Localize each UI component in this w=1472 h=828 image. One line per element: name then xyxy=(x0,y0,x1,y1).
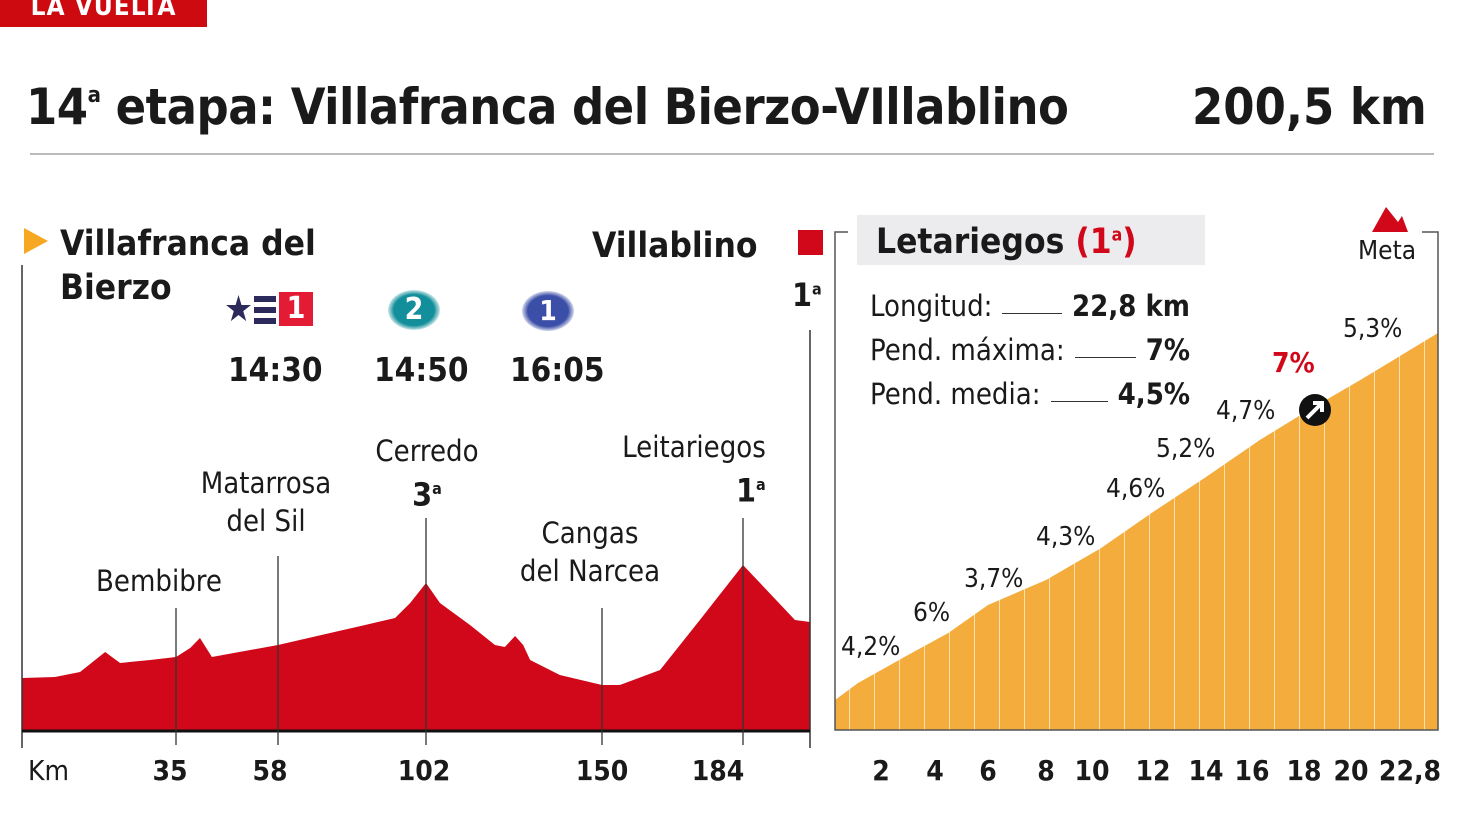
tv-time: 14:50 xyxy=(374,350,469,389)
stage-profile-area xyxy=(22,565,810,730)
place-label: Leitariegos 1a xyxy=(622,430,766,510)
gradient-label: 5,3% xyxy=(1343,314,1403,344)
x-tick-label: 184 xyxy=(691,754,745,787)
climb-x-tick-label: 8 xyxy=(1037,754,1055,787)
climb-profile-area xyxy=(835,333,1438,730)
climb-name: Letariegos (1a) xyxy=(876,222,1137,262)
stat-max: Pend. máxima: 7% xyxy=(870,333,1190,367)
stage-profile-chart xyxy=(21,228,823,748)
tve-2-icon: 2 xyxy=(388,290,440,330)
x-tick-label: 35 xyxy=(152,754,188,787)
gradient-label: 3,7% xyxy=(964,564,1024,594)
climb-x-tick-label: 2 xyxy=(872,754,890,787)
climb-stats: Longitud: 22,8 km Pend. máxima: 7% Pend. m… xyxy=(870,284,1190,416)
stage-distance: 200,5 km xyxy=(1192,78,1427,136)
tv-time: 16:05 xyxy=(510,350,605,389)
gradient-label: 4,2% xyxy=(841,632,901,662)
climb-x-tick-label: 20 xyxy=(1333,754,1369,787)
place-label: Matarrosa del Sil xyxy=(200,466,332,538)
x-tick-label: 58 xyxy=(252,754,288,787)
tve-1-icon: 1 xyxy=(522,291,574,331)
place-label: Cerredo 3a xyxy=(375,434,479,514)
climb-x-tick-label: 12 xyxy=(1135,754,1171,787)
climb-x-tick-label: 18 xyxy=(1286,754,1322,787)
climb-x-tick-label: 6 xyxy=(979,754,997,787)
finish-flag-icon xyxy=(798,230,823,255)
climb-x-tick-label: 22,8 xyxy=(1378,754,1442,787)
start-arrow-icon xyxy=(24,228,48,254)
stat-avg: Pend. media: 4,5% xyxy=(870,377,1190,411)
climb-x-tick-label: 16 xyxy=(1234,754,1270,787)
x-tick-label: 102 xyxy=(397,754,451,787)
x-axis-label: Km xyxy=(28,754,70,787)
max-gradient-label: 7% xyxy=(1272,346,1315,379)
tv-time: 14:30 xyxy=(228,350,323,389)
climb-header xyxy=(857,215,1205,265)
climb-frame xyxy=(834,231,1439,731)
gradient-label: 4,6% xyxy=(1106,474,1166,504)
start-town: Villafranca del Bierzo xyxy=(60,224,316,308)
climb-x-tick-label: 14 xyxy=(1188,754,1224,787)
stat-length: Longitud: 22,8 km xyxy=(870,289,1190,323)
eurosport-1-icon: ★ 1 xyxy=(224,292,314,328)
place-label: Cangas del Narcea xyxy=(519,516,661,588)
page-title: 14a etapa: Villafranca del Bierzo-VIllab… xyxy=(26,78,1069,136)
gradient-label: 4,3% xyxy=(1036,522,1096,552)
divider xyxy=(30,153,1434,155)
finish-label: Meta xyxy=(1358,236,1417,266)
place-label: Bembibre xyxy=(96,564,222,598)
gradient-label: 4,7% xyxy=(1216,396,1276,426)
finish-category: 1a xyxy=(792,276,822,314)
gradient-label: 6% xyxy=(913,598,951,628)
finish-town: Villablino xyxy=(592,226,758,266)
gradient-label: 5,2% xyxy=(1156,434,1216,464)
mountain-icon xyxy=(1372,207,1408,232)
x-tick-label: 150 xyxy=(575,754,629,787)
climb-x-tick-label: 10 xyxy=(1074,754,1110,787)
la-vuelta-logo: LA VUELTA xyxy=(0,0,207,27)
climb-x-tick-label: 4 xyxy=(926,754,944,787)
